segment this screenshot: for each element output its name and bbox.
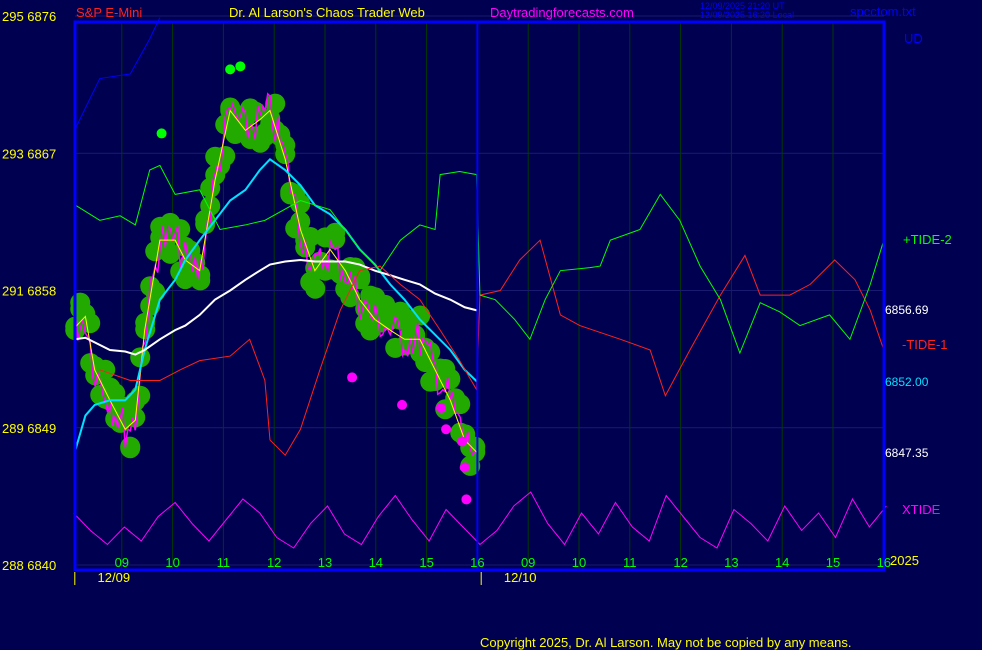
tide2-label: +TIDE-2 — [903, 232, 952, 247]
high-marker — [235, 61, 246, 72]
time-local: 12/09/2025 16:20 Local — [700, 10, 795, 20]
high-marker — [156, 128, 167, 139]
high-marker — [225, 64, 236, 75]
date-label: 12/10 — [504, 570, 537, 585]
low-marker — [457, 436, 468, 447]
price-bar-glow — [245, 101, 266, 122]
time-ut: 12/09/2025 21:20 UT — [700, 1, 785, 11]
file-name: spcctom.txt — [850, 4, 916, 19]
ud-label: UD — [904, 31, 923, 46]
price-line — [74, 109, 478, 454]
price-bar-glow — [170, 219, 191, 240]
x-tick-label: 15 — [419, 555, 433, 570]
price-bar-glow — [145, 282, 166, 303]
xtide-line — [73, 491, 887, 549]
x-tick-label: 15 — [826, 555, 840, 570]
x-tick-label: 14 — [775, 555, 789, 570]
x-tick-label: 09 — [521, 555, 535, 570]
slow-ma-value: 6856.69 — [885, 303, 929, 317]
year-label: 2025 — [890, 553, 919, 568]
y-tick-label: 289 6849 — [2, 421, 56, 436]
plot-frame — [73, 20, 886, 572]
x-tick-label: 16 — [877, 555, 891, 570]
price-bar-glow — [440, 368, 461, 389]
chart-title: Dr. Al Larson's Chaos Trader Web — [229, 5, 425, 20]
price-bar-glow — [420, 342, 441, 363]
low-marker — [397, 399, 408, 410]
fast_ma-line — [74, 158, 479, 451]
tide2-line — [74, 164, 885, 355]
y-tick-label: 293 6867 — [2, 146, 56, 161]
x-tick-label: 13 — [724, 555, 738, 570]
y-tick-label: 288 6840 — [2, 558, 56, 573]
x-tick-label: 09 — [115, 555, 129, 570]
x-tick-label: 16 — [470, 555, 484, 570]
low-marker — [435, 402, 446, 413]
tide1-line — [99, 239, 885, 457]
ud-line — [74, 17, 161, 130]
x-tick-label: 10 — [165, 555, 179, 570]
date-label: 12/09 — [98, 570, 131, 585]
price-bar-glow — [340, 287, 361, 308]
price-bar-glow — [120, 438, 141, 459]
price-bar-glow — [190, 265, 211, 286]
price-bar-glow — [95, 359, 116, 380]
fast-ma-value: 6852.00 — [885, 375, 929, 389]
y-tick-label: 291 6858 — [2, 284, 56, 299]
site-link[interactable]: Daytradingforecasts.com — [490, 5, 634, 20]
x-tick-label: 12 — [267, 555, 281, 570]
price-bar-glow — [215, 146, 236, 167]
x-tick-label: 10 — [572, 555, 586, 570]
price-bar-glow — [130, 347, 151, 368]
price-bar-glow — [265, 93, 286, 114]
x-tick-label: 11 — [217, 555, 231, 570]
tide1-label: -TIDE-1 — [902, 337, 948, 352]
copyright: Copyright 2025, Dr. Al Larson. May not b… — [480, 635, 852, 650]
low-marker — [347, 372, 358, 383]
y-tick-label: 295 6876 — [2, 9, 56, 24]
price-bar-glow — [290, 211, 311, 232]
chart-symbol: S&P E-Mini — [76, 5, 143, 20]
x-tick-label: 11 — [623, 555, 637, 570]
price-bar-glow — [325, 229, 346, 250]
price-bar-glow — [160, 243, 181, 264]
xtide-label: XTIDE — [902, 502, 941, 517]
slow_ma-line — [75, 258, 478, 356]
x-tick-label: 14 — [369, 555, 383, 570]
price-bar-glow — [465, 436, 486, 457]
price-bar-glow — [305, 278, 326, 299]
x-tick-label: 13 — [318, 555, 332, 570]
price-value: 6847.35 — [885, 446, 929, 460]
price-bar-glow — [410, 305, 431, 326]
low-marker — [441, 424, 452, 435]
low-marker — [459, 462, 470, 473]
x-tick-label: 12 — [673, 555, 687, 570]
price-bar-glow — [130, 385, 151, 406]
low-marker — [461, 494, 472, 505]
